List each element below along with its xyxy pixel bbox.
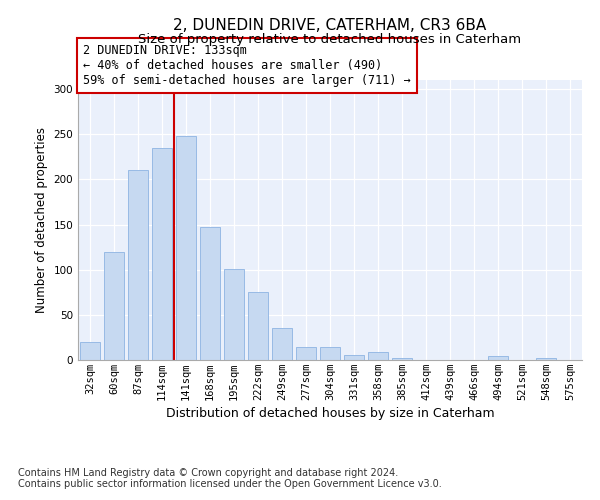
Text: Contains HM Land Registry data © Crown copyright and database right 2024.: Contains HM Land Registry data © Crown c… — [18, 468, 398, 477]
Bar — [200, 227, 220, 360]
Y-axis label: Number of detached properties: Number of detached properties — [35, 127, 48, 313]
Bar — [224, 269, 244, 360]
Bar — [488, 356, 508, 360]
Bar — [296, 348, 316, 360]
Bar — [128, 170, 148, 360]
Bar — [248, 292, 268, 360]
Bar — [536, 358, 556, 360]
Bar — [176, 136, 196, 360]
Bar — [368, 352, 388, 360]
Bar — [320, 348, 340, 360]
Text: 2, DUNEDIN DRIVE, CATERHAM, CR3 6BA: 2, DUNEDIN DRIVE, CATERHAM, CR3 6BA — [173, 18, 487, 32]
Bar — [392, 358, 412, 360]
Bar — [272, 328, 292, 360]
Bar — [344, 356, 364, 360]
Bar — [152, 148, 172, 360]
X-axis label: Distribution of detached houses by size in Caterham: Distribution of detached houses by size … — [166, 407, 494, 420]
Text: Size of property relative to detached houses in Caterham: Size of property relative to detached ho… — [139, 32, 521, 46]
Bar — [80, 342, 100, 360]
Text: Contains public sector information licensed under the Open Government Licence v3: Contains public sector information licen… — [18, 479, 442, 489]
Bar — [104, 252, 124, 360]
Text: 2 DUNEDIN DRIVE: 133sqm
← 40% of detached houses are smaller (490)
59% of semi-d: 2 DUNEDIN DRIVE: 133sqm ← 40% of detache… — [83, 44, 411, 86]
